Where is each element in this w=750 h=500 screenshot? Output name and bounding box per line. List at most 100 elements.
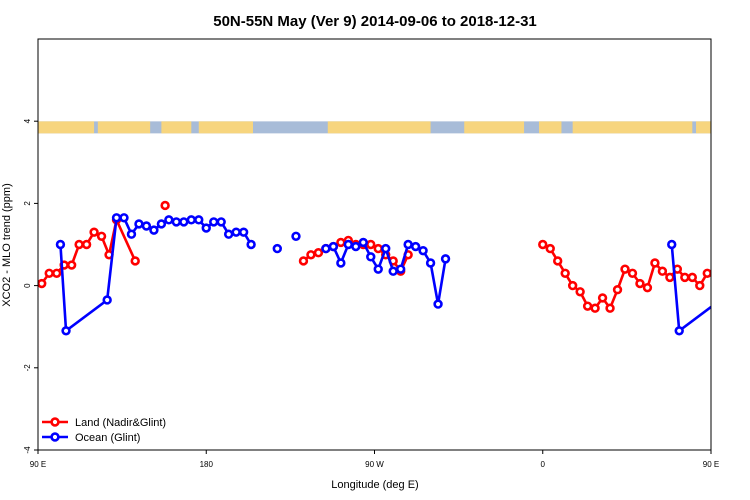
data-point bbox=[223, 229, 234, 239]
data-point bbox=[156, 219, 167, 229]
x-axis-title: Longitude (deg E) bbox=[331, 479, 418, 491]
land-band-segment bbox=[539, 121, 562, 134]
data-point bbox=[209, 217, 219, 227]
data-point bbox=[291, 231, 301, 241]
data-point bbox=[89, 227, 99, 237]
y-tick-label: 0 bbox=[23, 283, 32, 288]
data-point bbox=[612, 285, 623, 295]
data-point bbox=[597, 293, 608, 303]
data-point bbox=[336, 258, 346, 268]
data-point bbox=[732, 214, 739, 221]
x-axis-ticks: 90 E 180 90 W 0 90 E bbox=[30, 450, 719, 469]
data-point bbox=[410, 241, 421, 252]
data-point bbox=[321, 243, 331, 254]
data-point bbox=[358, 237, 368, 248]
land-band-segment bbox=[38, 121, 95, 134]
series-layer bbox=[38, 200, 748, 336]
data-point bbox=[719, 262, 726, 269]
data-point bbox=[695, 280, 705, 291]
data-point bbox=[179, 217, 189, 227]
chart-title: 50N-55N May (Ver 9) 2014-09-06 to 2018-1… bbox=[213, 13, 537, 30]
data-point bbox=[119, 213, 129, 223]
data-point bbox=[328, 241, 339, 252]
legend-label: Ocean (Glint) bbox=[75, 432, 140, 444]
land-band-segment bbox=[97, 121, 151, 134]
data-point bbox=[674, 326, 684, 336]
data-point bbox=[418, 245, 428, 256]
data-point bbox=[635, 278, 645, 289]
data-point bbox=[313, 248, 324, 258]
data-point bbox=[231, 227, 241, 237]
data-point bbox=[741, 241, 748, 248]
data-point bbox=[81, 239, 92, 250]
data-point bbox=[201, 223, 211, 233]
data-point bbox=[680, 272, 690, 283]
data-point bbox=[650, 258, 660, 268]
land-band-segment bbox=[572, 121, 693, 134]
data-point bbox=[171, 217, 182, 227]
data-point bbox=[74, 239, 84, 250]
y-tick-label: 2 bbox=[23, 201, 32, 206]
data-point bbox=[38, 278, 47, 289]
series-line bbox=[670, 244, 711, 334]
y-tick-label: -2 bbox=[23, 364, 32, 372]
series-1 bbox=[55, 213, 746, 336]
data-point bbox=[126, 229, 137, 239]
data-point bbox=[272, 243, 282, 254]
data-point bbox=[141, 221, 152, 231]
data-point bbox=[111, 213, 122, 223]
data-point bbox=[687, 272, 698, 283]
data-point bbox=[538, 239, 548, 250]
data-point bbox=[373, 243, 383, 254]
data-point bbox=[665, 272, 675, 283]
series-0 bbox=[38, 200, 748, 313]
legend-label: Land (Nadir&Glint) bbox=[75, 417, 166, 429]
land-band-segment bbox=[198, 121, 253, 134]
data-point bbox=[440, 254, 451, 264]
data-point bbox=[164, 215, 174, 225]
series-line bbox=[59, 216, 253, 334]
data-point bbox=[44, 268, 54, 278]
land-band-segment bbox=[696, 121, 711, 134]
x-tick-label: 180 bbox=[200, 460, 214, 469]
data-point bbox=[734, 241, 741, 248]
data-point bbox=[134, 219, 144, 229]
x-tick-label: 90 E bbox=[703, 460, 719, 469]
data-point bbox=[366, 239, 376, 250]
data-point bbox=[433, 299, 443, 309]
data-point bbox=[194, 215, 204, 225]
data-point bbox=[238, 227, 249, 237]
data-point bbox=[657, 266, 668, 276]
data-point bbox=[96, 231, 107, 241]
y-tick-label: -4 bbox=[23, 446, 32, 454]
data-point bbox=[388, 266, 398, 276]
data-point bbox=[61, 326, 71, 336]
series-line bbox=[542, 243, 711, 311]
y-tick-label: 4 bbox=[23, 118, 32, 123]
data-point bbox=[246, 239, 256, 250]
data-point bbox=[395, 264, 406, 274]
data-point bbox=[149, 225, 159, 235]
data-point bbox=[102, 295, 112, 305]
data-point bbox=[130, 256, 140, 266]
data-point bbox=[710, 270, 711, 277]
data-point bbox=[381, 243, 391, 254]
data-point bbox=[726, 262, 733, 269]
data-point bbox=[545, 243, 555, 254]
data-point bbox=[343, 239, 354, 250]
y-axis-title: XCO2 - MLO trend (ppm) bbox=[1, 183, 13, 306]
land-band-segment bbox=[161, 121, 192, 134]
data-point bbox=[620, 264, 630, 274]
data-point bbox=[425, 258, 436, 268]
data-point bbox=[605, 303, 615, 313]
data-point bbox=[186, 215, 196, 225]
data-point bbox=[298, 256, 309, 266]
data-point bbox=[403, 239, 413, 250]
data-point bbox=[336, 237, 346, 248]
data-point bbox=[724, 214, 731, 221]
legend-marker bbox=[50, 432, 60, 442]
data-point bbox=[575, 287, 585, 297]
legend: Land (Nadir&Glint) Ocean (Glint) bbox=[42, 417, 166, 444]
data-point bbox=[739, 231, 746, 238]
